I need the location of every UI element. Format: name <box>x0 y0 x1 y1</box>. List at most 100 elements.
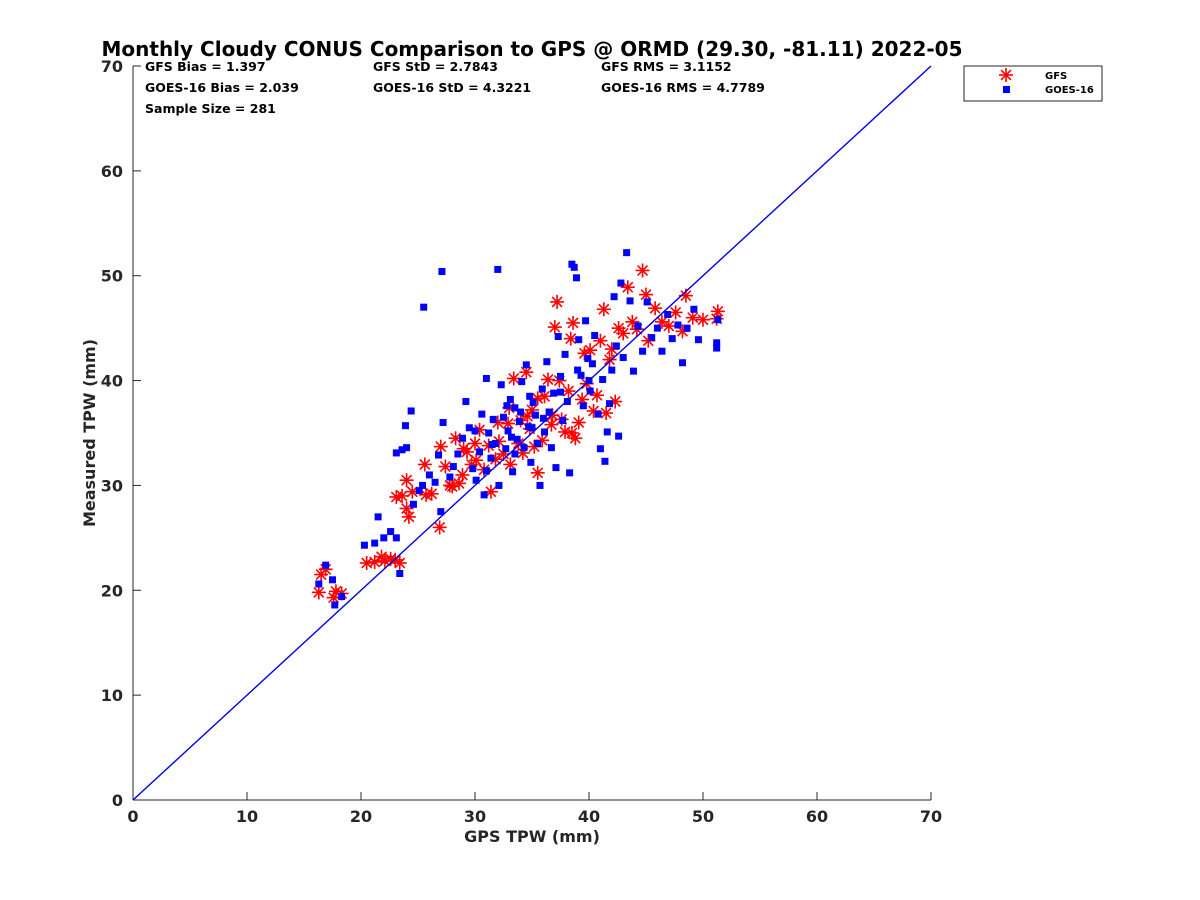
goes16-point <box>396 570 404 578</box>
goes16-point <box>603 428 611 436</box>
goes16-point <box>454 450 462 458</box>
legend: GFS GOES-16 <box>963 65 1103 102</box>
goes16-point <box>566 469 574 477</box>
goes16-point <box>511 404 519 412</box>
goes16-point <box>420 303 428 311</box>
one-to-one-reference-line <box>132 65 932 801</box>
goes16-point <box>392 449 400 457</box>
gfs-point <box>399 501 414 516</box>
data-points <box>311 249 725 609</box>
goes16-point <box>392 534 400 542</box>
goes16-point <box>507 433 515 441</box>
legend-goes-marker <box>1003 86 1010 93</box>
goes16-point <box>480 491 488 499</box>
goes16-point <box>674 321 682 329</box>
goes16-point <box>541 428 549 436</box>
goes16-point <box>488 441 496 449</box>
x-tick-label: 70 <box>920 807 942 826</box>
goes16-point <box>497 381 505 389</box>
goes16-point <box>515 417 523 425</box>
goes16-point <box>520 444 528 452</box>
goes16-point <box>513 435 521 443</box>
goes16-point <box>634 322 642 330</box>
goes16-point <box>528 424 536 432</box>
goes16-point <box>482 374 490 382</box>
goes16-point <box>579 402 587 410</box>
x-tick-label: 60 <box>806 807 828 826</box>
y-axis-label: Measured TPW (mm) <box>80 339 99 527</box>
gfs-point <box>399 473 414 488</box>
gfs-point <box>635 263 650 278</box>
goes16-point <box>315 580 323 588</box>
gfs-point <box>547 320 562 335</box>
goes16-point <box>522 361 530 369</box>
plot-area: 0 10 20 30 40 50 60 70 0 10 20 30 40 50 60 70 <box>101 57 942 826</box>
goes16-point <box>403 444 411 452</box>
goes16-point <box>561 350 569 358</box>
goes16-point <box>487 454 495 462</box>
goes16-point <box>374 513 382 521</box>
goes16-point <box>409 500 417 508</box>
goes16-point <box>653 324 661 332</box>
stats-block: GFS Bias = 1.397 GOES-16 Bias = 2.039 Sa… <box>145 59 765 116</box>
gfs-point <box>564 426 579 440</box>
gfs-point <box>696 312 710 327</box>
goes16-point <box>557 372 564 380</box>
goes16-point <box>643 298 651 306</box>
goes16-point <box>574 366 582 374</box>
gfs-point <box>589 388 604 403</box>
x-axis-ticks: 0 10 20 30 40 50 60 70 <box>127 792 942 826</box>
gfs-point <box>405 484 420 499</box>
goes16-point <box>714 316 722 324</box>
goes16-point <box>596 445 604 453</box>
x-tick-label: 10 <box>236 807 258 826</box>
goes16-point <box>446 473 454 481</box>
legend-gfs-label: GFS <box>1045 71 1067 82</box>
goes16-point <box>482 467 490 475</box>
goes16-point <box>415 487 423 495</box>
goes16-point <box>517 408 525 416</box>
y-tick-label: 0 <box>112 791 123 810</box>
gfs-point <box>648 301 663 316</box>
stat-goes-bias: GOES-16 Bias = 2.039 <box>145 80 299 95</box>
goes16-point <box>678 359 686 367</box>
goes16-point <box>606 400 614 408</box>
gfs-point <box>685 310 700 325</box>
x-tick-label: 40 <box>578 807 600 826</box>
gfs-point <box>596 302 611 317</box>
y-tick-label: 20 <box>101 581 123 600</box>
legend-box <box>963 65 1103 102</box>
gfs-point <box>417 457 432 472</box>
goes16-point <box>398 446 406 454</box>
goes16-point <box>471 427 479 435</box>
goes16-point <box>639 347 647 355</box>
goes16-point <box>503 402 511 410</box>
goes16-point <box>538 385 546 393</box>
goes16-point <box>495 481 503 489</box>
x-tick-label: 20 <box>350 807 372 826</box>
goes16-point <box>547 444 555 452</box>
goes16-point <box>563 398 571 406</box>
goes16-point <box>683 324 691 332</box>
goes16-point <box>419 481 427 489</box>
gfs-point <box>377 553 392 568</box>
gfs-point <box>455 467 470 482</box>
gfs-point <box>483 484 498 499</box>
goes16-point <box>371 539 379 547</box>
gfs-point <box>616 326 631 341</box>
gfs-point <box>424 486 439 501</box>
goes16-point <box>536 481 544 489</box>
gfs-point <box>442 478 457 493</box>
goes16-point <box>476 448 484 456</box>
gfs-point <box>602 352 617 367</box>
y-axis-ticks: 0 10 20 30 40 50 60 70 <box>101 57 141 810</box>
gfs-point <box>469 453 484 468</box>
y-tick-label: 50 <box>101 267 123 286</box>
goes16-point <box>713 344 721 352</box>
goes16-point <box>582 317 590 325</box>
goes16-point <box>360 541 368 549</box>
gfs-point <box>520 409 535 424</box>
goes16-point <box>529 399 537 407</box>
goes16-point <box>527 458 535 466</box>
goes16-point <box>489 415 497 423</box>
